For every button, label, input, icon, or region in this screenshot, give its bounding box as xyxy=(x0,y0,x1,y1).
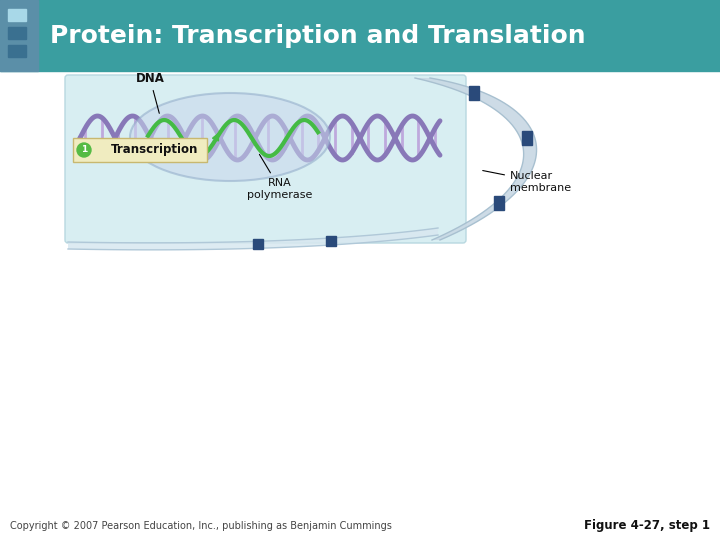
Polygon shape xyxy=(415,78,536,240)
Ellipse shape xyxy=(130,93,330,181)
Bar xyxy=(253,239,263,249)
Bar xyxy=(0,0,38,71)
Bar xyxy=(0,0,38,70)
Polygon shape xyxy=(68,228,438,250)
Bar xyxy=(469,86,479,100)
Bar xyxy=(8,26,26,38)
Bar xyxy=(0,0,720,71)
Text: Nuclear
membrane: Nuclear membrane xyxy=(482,171,571,193)
FancyBboxPatch shape xyxy=(73,138,207,162)
FancyBboxPatch shape xyxy=(65,75,466,243)
Text: Protein: Transcription and Translation: Protein: Transcription and Translation xyxy=(48,26,584,50)
Bar xyxy=(8,8,26,20)
Bar xyxy=(522,131,532,145)
Bar xyxy=(326,237,336,246)
Text: Copyright © 2007 Pearson Education, Inc., publishing as Benjamin Cummings: Copyright © 2007 Pearson Education, Inc.… xyxy=(10,521,392,531)
Bar xyxy=(495,196,505,210)
Text: DNA: DNA xyxy=(135,72,164,113)
Text: Figure 4-27, step 1: Figure 4-27, step 1 xyxy=(584,519,710,532)
Bar xyxy=(8,27,26,39)
Text: Transcription: Transcription xyxy=(112,144,199,157)
Bar xyxy=(8,44,26,56)
Bar xyxy=(0,512,720,540)
Bar xyxy=(8,45,26,57)
Circle shape xyxy=(77,143,91,157)
Text: 1: 1 xyxy=(81,145,87,154)
Bar xyxy=(8,9,26,21)
Text: RNA
polymerase: RNA polymerase xyxy=(247,154,312,200)
Text: Protein: Transcription and Translation: Protein: Transcription and Translation xyxy=(50,24,585,48)
